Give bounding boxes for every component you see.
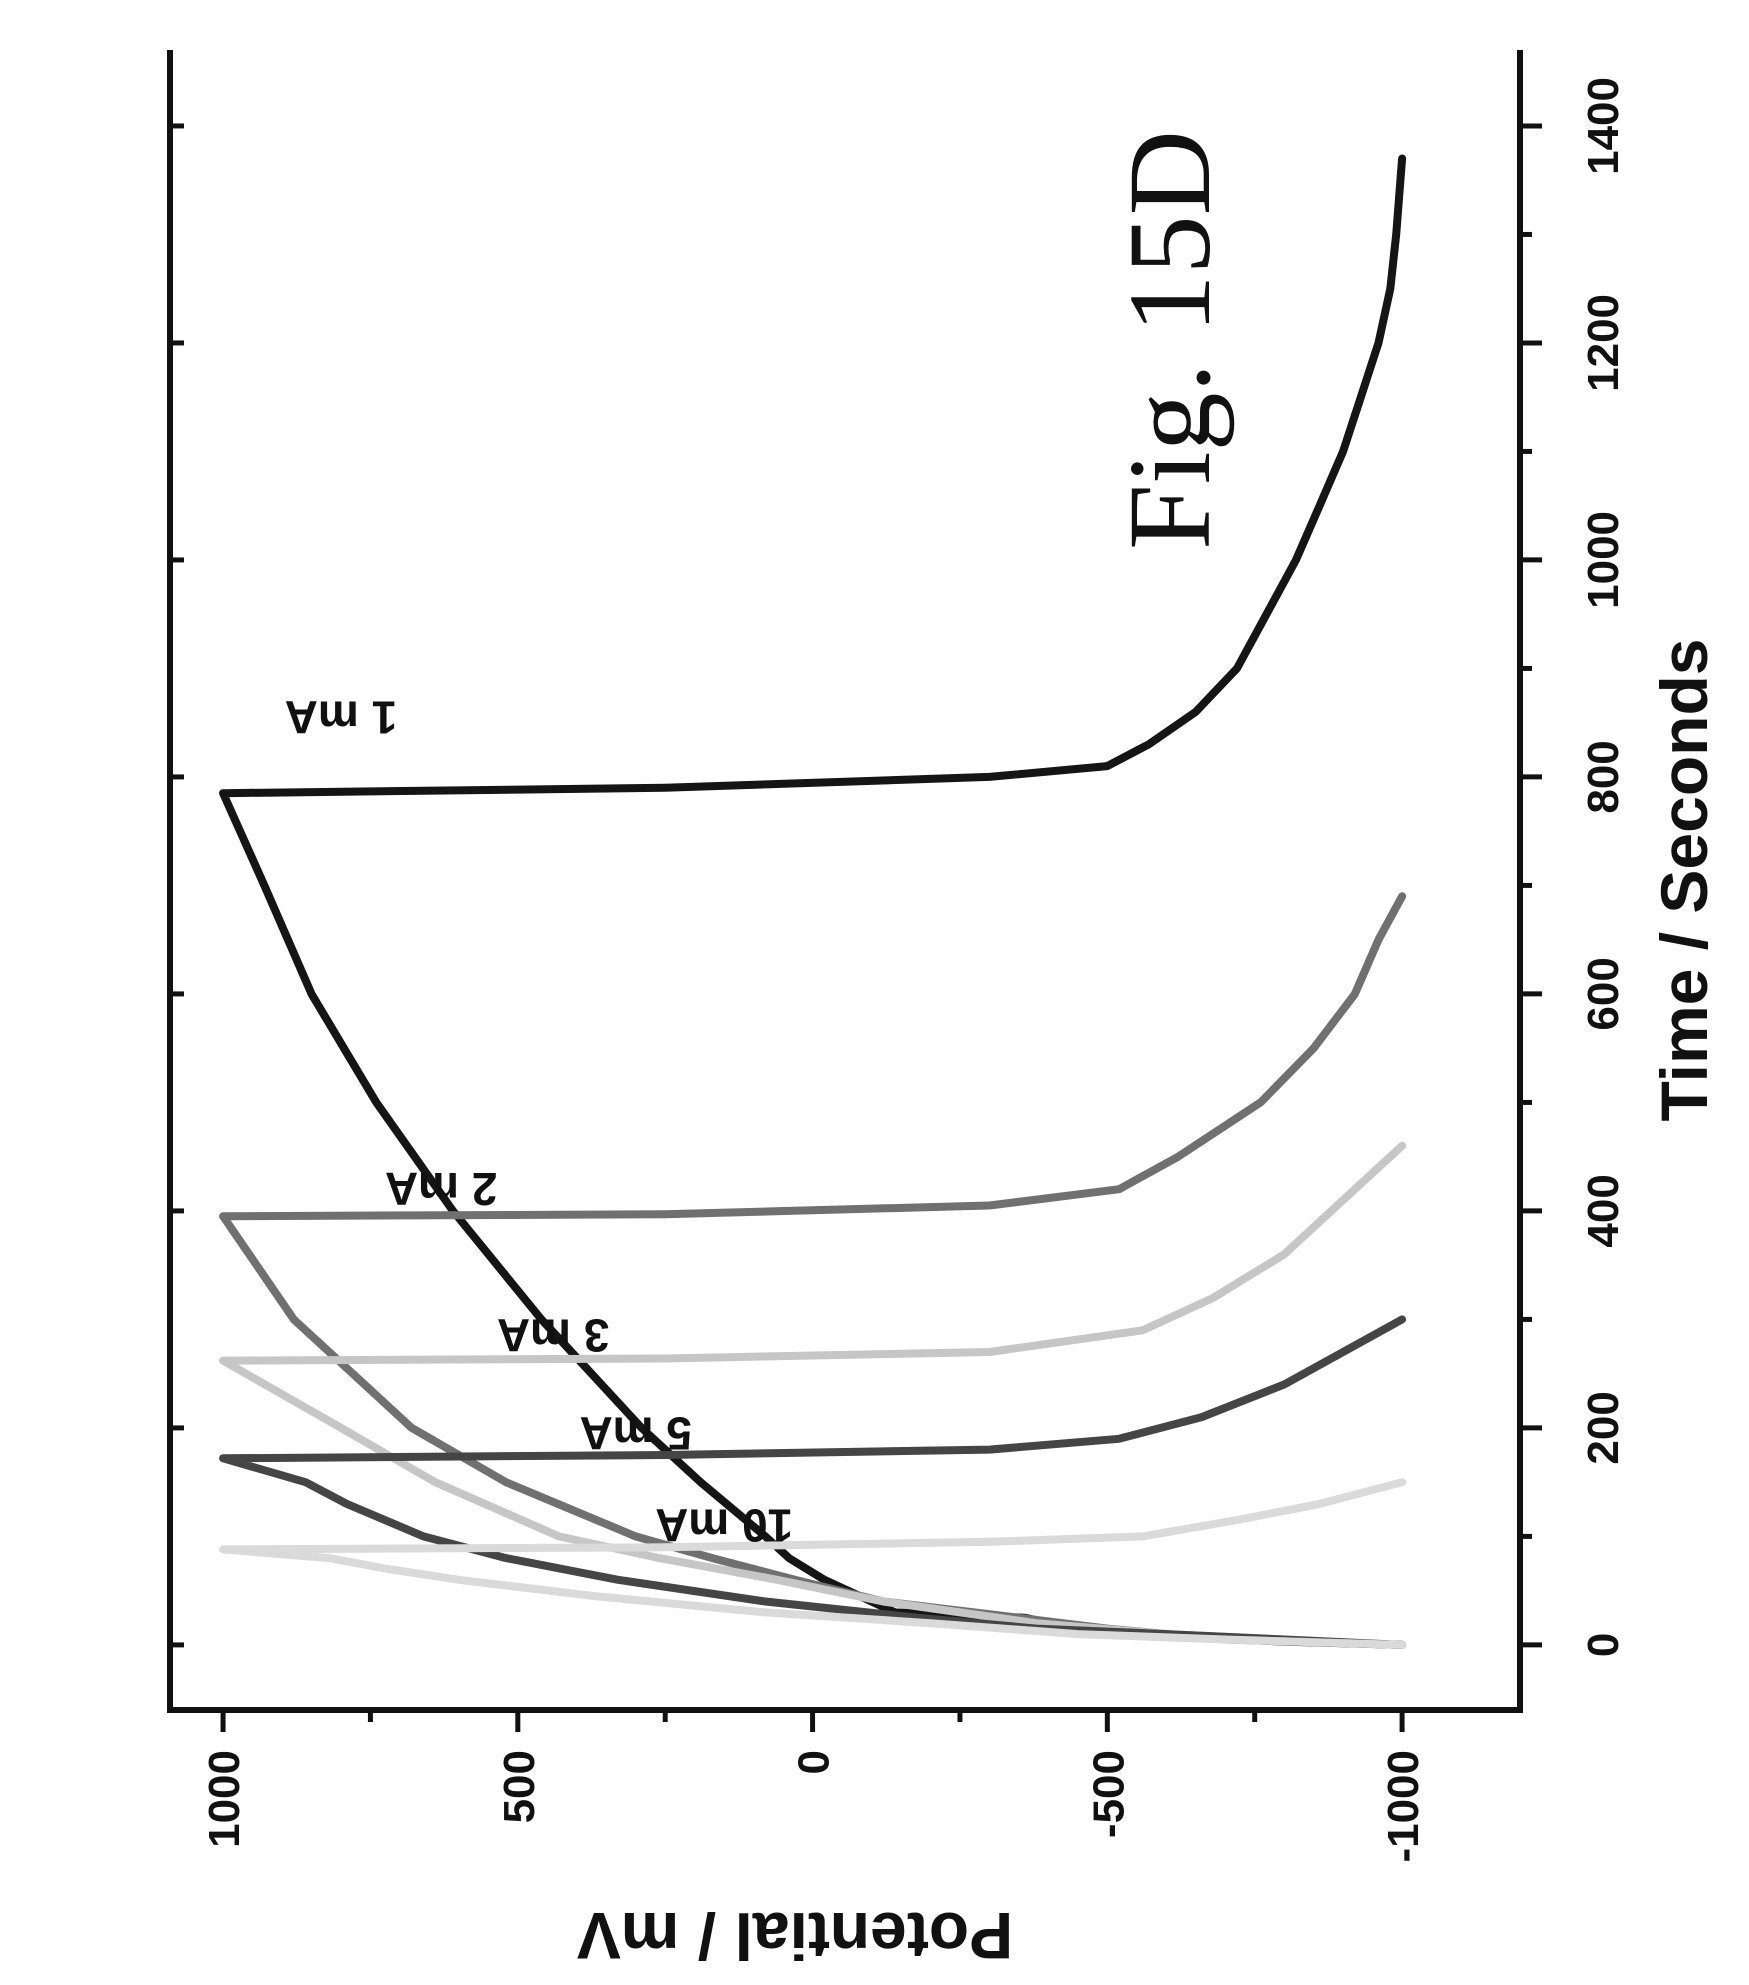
series-annotation-1-ma: 1 mA — [285, 691, 397, 743]
series-annotation-3-ma: 3 mA — [497, 1310, 609, 1362]
x-tick-label: 0 — [1579, 1633, 1628, 1657]
plot-frame — [167, 50, 1523, 1713]
axis-frame — [167, 50, 1523, 1713]
y-tick-label: 500 — [495, 1750, 544, 1823]
y-axis-title: Potential / mV — [577, 1899, 1013, 1973]
x-tick-label: 400 — [1579, 1174, 1628, 1247]
y-tick-label: 1000 — [200, 1750, 249, 1848]
series-group — [219, 154, 1407, 1649]
series-annotation-5-ma: 5 mA — [579, 1407, 691, 1459]
series-annotation-10-ma: 10 mA — [655, 1500, 793, 1552]
x-tick-label: 1000 — [1579, 511, 1628, 609]
series-annotation-2-ma: 2 mA — [385, 1163, 497, 1215]
y-tick-label: -500 — [1084, 1750, 1133, 1838]
x-tick-label: 1200 — [1579, 294, 1628, 392]
x-tick-label: 200 — [1579, 1391, 1628, 1464]
x-tick-label: 1400 — [1579, 77, 1628, 175]
x-axis-title: Time / Seconds — [1647, 639, 1721, 1122]
series-line-2-ma — [219, 892, 1407, 1649]
x-tick-label: 600 — [1579, 957, 1628, 1030]
y-tick-label: 0 — [790, 1750, 839, 1774]
series-labels: 1 mA 2 mA 3 mA 5 mA 10 mA — [285, 691, 793, 1551]
series-line-5-ma — [219, 1315, 1407, 1649]
series-line-1-ma — [219, 154, 1407, 1649]
x-tick-label: 800 — [1579, 740, 1628, 813]
ticks-group: 0 200 400 600 800 1000 1200 1400 1000 500 0 -500 -10… — [170, 77, 1628, 1863]
series-line-10-ma — [219, 1478, 1407, 1649]
y-tick-label: -1000 — [1379, 1750, 1428, 1863]
